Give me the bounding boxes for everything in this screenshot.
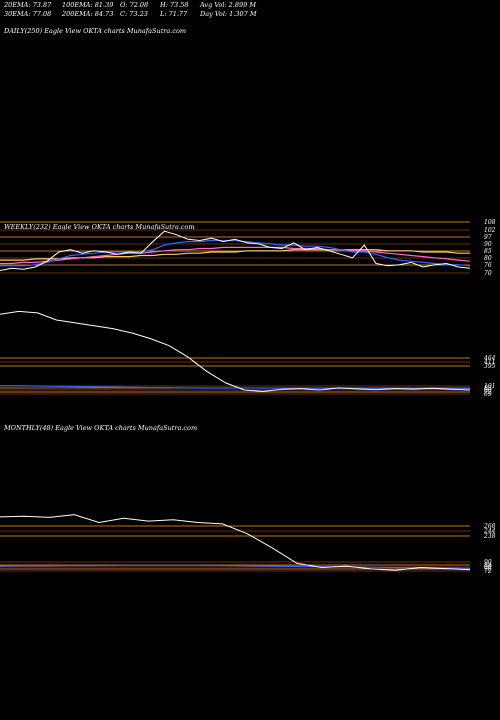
level-label: 101 (484, 383, 495, 390)
level-label: 80 (484, 564, 492, 571)
level-label: 70 (484, 270, 492, 277)
level-label: 90 (484, 241, 492, 248)
level-label: 411 (483, 359, 495, 366)
day-vol-value: Day Vol: 1.307 M (200, 10, 257, 18)
series-line-2 (0, 246, 471, 265)
level-label: 90 (484, 559, 492, 566)
level-label: 97 (484, 234, 492, 241)
ema100-value: 100EMA: 81.39 (62, 1, 114, 9)
level-label: 72 (484, 568, 492, 575)
low-value: L: 71.77 (160, 10, 188, 18)
level-label: 395 (484, 363, 496, 370)
level-label: 85 (484, 248, 492, 255)
series-line-1 (0, 564, 471, 569)
level-label: 464 (483, 355, 496, 362)
level-label: 76 (484, 262, 492, 269)
high-value: H: 73.58 (160, 1, 189, 9)
level-label: 268 (483, 523, 496, 530)
level-label: 80 (484, 387, 492, 394)
level-label: 244 (483, 528, 496, 535)
avg-vol-value: Avg Vol: 2.899 M (200, 1, 257, 9)
series-line-0 (0, 230, 471, 271)
monthly-panel-label: MONTHLY(48) Eagle View OKTA charts Munaf… (4, 424, 198, 432)
series-line-1 (0, 239, 471, 267)
level-label: 84 (484, 562, 492, 569)
level-label: 83 (484, 385, 492, 392)
ema20-value: 20EMA: 73.87 (4, 1, 52, 9)
open-value: O: 72.08 (120, 1, 149, 9)
ema200-value: 200EMA: 84.73 (62, 10, 114, 18)
series-line-0 (0, 514, 471, 571)
level-label: 238 (483, 533, 496, 540)
level-label: 76 (484, 566, 492, 573)
weekly-panel-label: WEEKLY(232) Eagle View OKTA charts Munaf… (4, 223, 195, 231)
series-line-0 (0, 310, 471, 392)
level-label: 80 (484, 255, 492, 262)
level-label: 102 (484, 227, 496, 234)
level-label: 69 (484, 391, 492, 398)
ema30-value: 30EMA: 77.08 (4, 10, 52, 18)
daily-panel-label: DAILY(250) Eagle View OKTA charts Munafa… (4, 27, 187, 35)
level-label: 108 (484, 219, 496, 226)
level-label: 72 (484, 389, 492, 396)
close-value: C: 73.23 (120, 10, 148, 18)
